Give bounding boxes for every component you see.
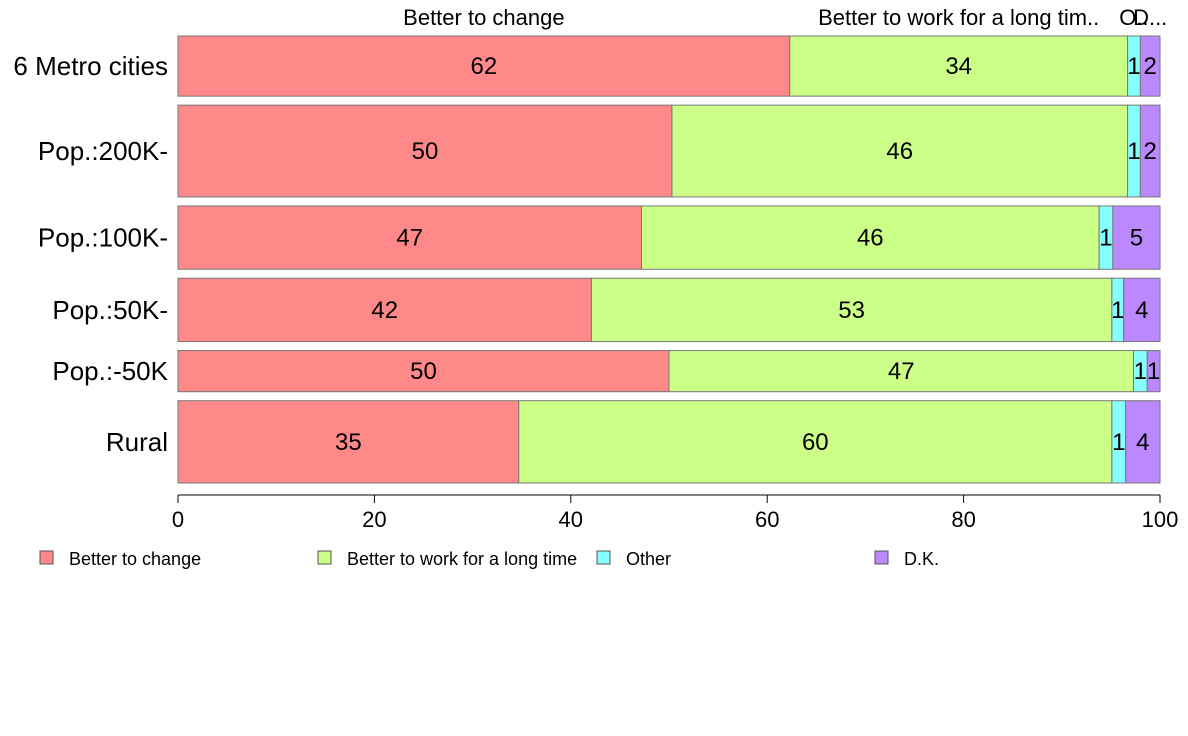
bar-pop-100k-better-to-work-for-a-long-time [641, 205, 1100, 270]
category-labels: 6 Metro cities Pop.:200K- Pop.:100K- Pop.:5… [13, 51, 168, 457]
data-label-6-metro-cities-d-k: 2 [1144, 53, 1157, 80]
category-label-6-metro-cities: 6 Metro cities [13, 51, 168, 81]
data-label-rural-other: 1 [1112, 429, 1125, 456]
bar-pop-50k-better-to-change [177, 277, 592, 343]
data-label-pop-100k-other: 1 [1099, 225, 1112, 252]
data-label-pop-100k-d-k: 5 [1130, 225, 1143, 252]
x-tick-label-80: 80 [951, 507, 975, 532]
top-label-other: O.. [1119, 5, 1148, 30]
legend-label-better-to-change: Better to change [69, 549, 201, 569]
data-label-pop-50k-other: 1 [1111, 297, 1124, 324]
bar-6-metro-cities-better-to-change [177, 35, 791, 97]
legend-label-other: Other [626, 549, 671, 569]
data-label-pop-100k-better-to-change: 47 [396, 225, 423, 252]
bar-6-metro-cities-better-to-work-for-a-long-time [789, 35, 1129, 97]
bar-pop-50k-better-to-work-for-a-long-time [668, 350, 1134, 393]
data-label-pop-50k-better-to-work-for-a-long-time: 47 [888, 358, 915, 385]
data-label-6-metro-cities-better-to-change: 62 [471, 53, 498, 80]
bar-pop-100k-better-to-change [177, 205, 643, 270]
data-label-pop-200k-d-k: 2 [1144, 138, 1157, 165]
bar-pop-200k-better-to-work-for-a-long-time [671, 104, 1129, 198]
legend-swatch-other [596, 550, 611, 565]
data-label-pop-100k-better-to-work-for-a-long-time: 46 [857, 225, 884, 252]
x-tick-label-20: 20 [362, 507, 386, 532]
legend-swatch-better-to-change [39, 550, 54, 565]
legend-swatch-better-to-work-for-a-long-time [317, 550, 332, 565]
category-label-pop-100k: Pop.:100K- [38, 223, 168, 253]
category-label-rural: Rural [106, 427, 168, 457]
data-label-pop-50k-d-k: 4 [1135, 297, 1148, 324]
data-label-rural-better-to-change: 35 [335, 429, 362, 456]
bars: 62 34 1 250 46 1 247 46 1 542 53 1 450 47 1 135 60 1 4 [177, 35, 1161, 484]
data-label-rural-d-k: 4 [1136, 429, 1149, 456]
x-axis: 0 20 40 60 80 100 [172, 494, 1179, 532]
x-tick-label-100: 100 [1142, 507, 1179, 532]
top-label-better-to-work-for-a-long-time: Better to work for a long tim.. [818, 5, 1099, 30]
top-label-d-k: D... [1133, 5, 1167, 30]
data-label-pop-200k-better-to-work-for-a-long-time: 46 [886, 138, 913, 165]
bar-rural-better-to-work-for-a-long-time [518, 400, 1113, 484]
data-label-pop-50k-other: 1 [1134, 358, 1147, 385]
bar-rural-d-k [1125, 400, 1161, 484]
bar-6-metro-cities-d-k [1139, 35, 1161, 97]
top-labels: Better to change Better to work for a lon… [403, 5, 1167, 30]
legend-label-d-k: D.K. [904, 549, 939, 569]
x-tick-label-0: 0 [172, 507, 184, 532]
data-label-pop-50k-better-to-change: 42 [371, 297, 398, 324]
category-label-pop-200k: Pop.:200K- [38, 136, 168, 166]
data-label-6-metro-cities-better-to-work-for-a-long-time: 34 [945, 53, 972, 80]
bar-pop-50k-better-to-change [177, 350, 670, 393]
x-tick-label-60: 60 [755, 507, 779, 532]
data-label-pop-50k-better-to-change: 50 [410, 358, 437, 385]
data-label-pop-200k-better-to-change: 50 [412, 138, 439, 165]
x-tick-label-40: 40 [559, 507, 583, 532]
category-label-pop-50k: Pop.:50K- [52, 295, 168, 325]
legend-label-better-to-work-for-a-long-time: Better to work for a long time [347, 549, 577, 569]
bar-rural-better-to-change [177, 400, 520, 484]
bar-pop-100k-d-k [1112, 205, 1161, 270]
legend: Better to change Better to work for a lon… [39, 549, 939, 569]
data-label-6-metro-cities-other: 1 [1127, 53, 1140, 80]
bar-pop-50k-d-k [1146, 350, 1161, 393]
data-label-pop-50k-d-k: 1 [1147, 358, 1160, 385]
data-label-rural-better-to-work-for-a-long-time: 60 [802, 429, 829, 456]
top-label-better-to-change: Better to change [403, 5, 564, 30]
data-label-pop-50k-better-to-work-for-a-long-time: 53 [838, 297, 865, 324]
data-label-pop-200k-other: 1 [1127, 138, 1140, 165]
bar-pop-50k-d-k [1123, 277, 1161, 343]
bar-pop-200k-better-to-change [177, 104, 673, 198]
bar-pop-200k-d-k [1139, 104, 1161, 198]
category-label-pop-50k: Pop.:-50K [52, 356, 168, 386]
legend-swatch-d-k [874, 550, 889, 565]
